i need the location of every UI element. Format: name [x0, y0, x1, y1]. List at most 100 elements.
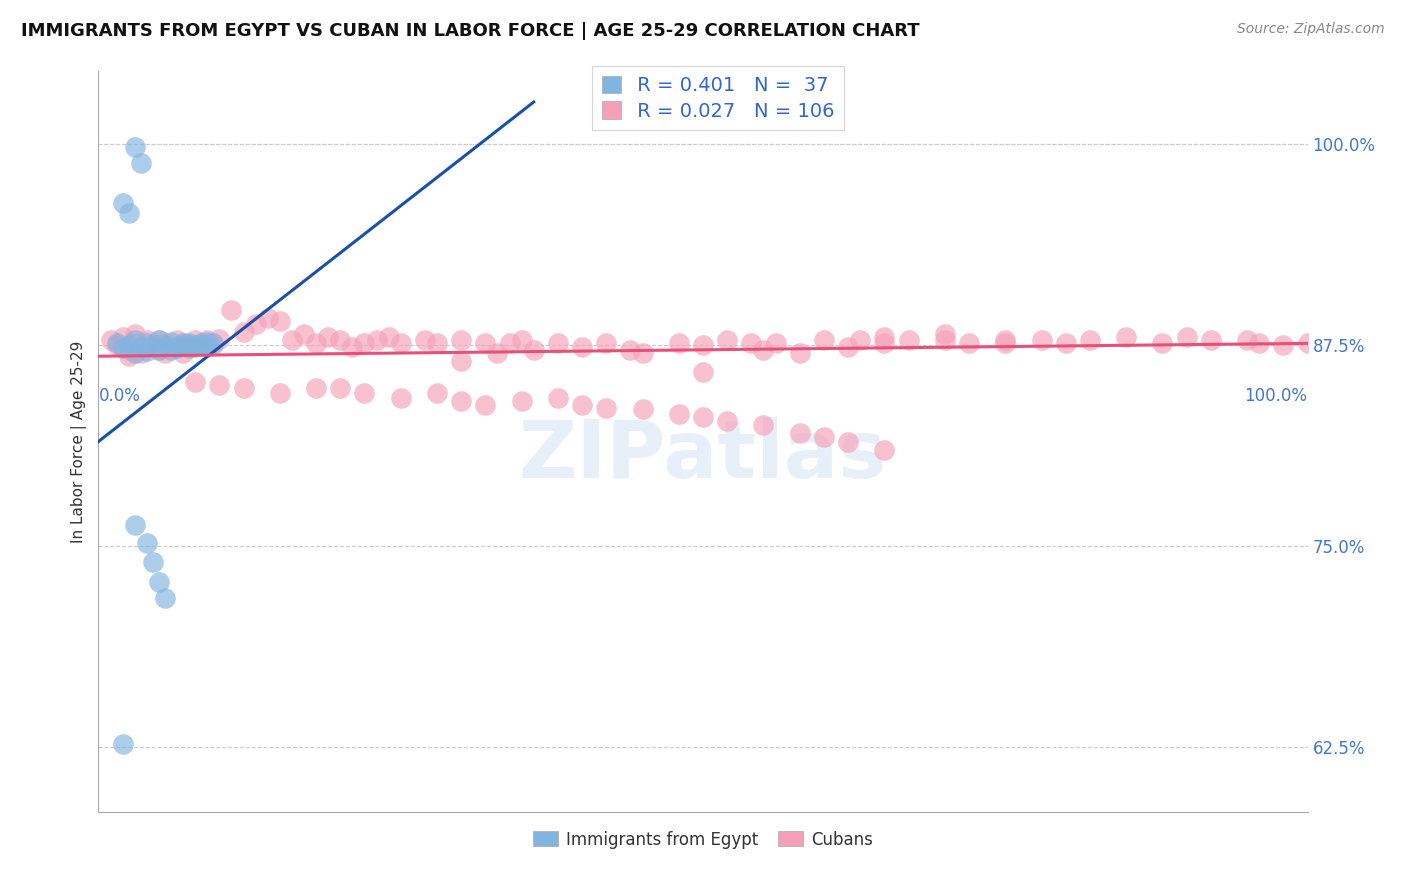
Point	[377, 330, 399, 344]
Point	[124, 518, 146, 533]
Point	[269, 386, 291, 401]
Point	[547, 391, 569, 405]
Point	[571, 340, 593, 354]
Point	[129, 346, 152, 360]
Point	[389, 391, 412, 405]
Point	[486, 346, 509, 360]
Point	[184, 338, 207, 352]
Point	[329, 333, 352, 347]
Text: IMMIGRANTS FROM EGYPT VS CUBAN IN LABOR FORCE | AGE 25-29 CORRELATION CHART: IMMIGRANTS FROM EGYPT VS CUBAN IN LABOR …	[21, 22, 920, 40]
Point	[135, 344, 157, 359]
Point	[1296, 336, 1319, 351]
Point	[595, 401, 617, 415]
Point	[179, 341, 201, 355]
Point	[105, 338, 128, 352]
Point	[740, 336, 762, 351]
Point	[166, 340, 188, 354]
Point	[129, 156, 152, 170]
Point	[221, 302, 243, 317]
Point	[208, 378, 231, 392]
Point	[1272, 338, 1295, 352]
Point	[292, 326, 315, 341]
Point	[631, 346, 654, 360]
Point	[789, 426, 811, 441]
Point	[342, 340, 364, 354]
Point	[118, 338, 141, 352]
Point	[813, 333, 835, 347]
Point	[994, 336, 1017, 351]
Point	[153, 346, 176, 360]
Point	[765, 336, 787, 351]
Point	[426, 386, 449, 401]
Point	[184, 340, 207, 354]
Point	[837, 340, 859, 354]
Point	[668, 336, 690, 351]
Point	[166, 341, 188, 355]
Point	[184, 333, 207, 347]
Point	[305, 381, 328, 395]
Point	[190, 336, 212, 351]
Point	[752, 418, 775, 433]
Point	[208, 332, 231, 346]
Point	[142, 555, 165, 569]
Point	[245, 317, 267, 331]
Point	[510, 333, 533, 347]
Point	[190, 336, 212, 351]
Point	[619, 343, 641, 357]
Y-axis label: In Labor Force | Age 25-29: In Labor Force | Age 25-29	[72, 341, 87, 542]
Point	[1152, 336, 1174, 351]
Point	[148, 333, 170, 347]
Point	[153, 338, 176, 352]
Text: ZIPatlas: ZIPatlas	[519, 417, 887, 495]
Point	[692, 338, 714, 352]
Point	[124, 336, 146, 351]
Text: Source: ZipAtlas.com: Source: ZipAtlas.com	[1237, 22, 1385, 37]
Point	[281, 333, 304, 347]
Point	[353, 386, 375, 401]
Point	[523, 343, 546, 357]
Point	[547, 336, 569, 351]
Point	[148, 343, 170, 357]
Point	[716, 414, 738, 428]
Point	[934, 333, 956, 347]
Point	[897, 333, 920, 347]
Point	[716, 333, 738, 347]
Point	[160, 334, 183, 349]
Point	[129, 340, 152, 354]
Point	[195, 334, 218, 349]
Point	[118, 349, 141, 363]
Point	[849, 333, 872, 347]
Point	[1031, 333, 1053, 347]
Point	[118, 206, 141, 220]
Point	[124, 346, 146, 360]
Point	[142, 338, 165, 352]
Point	[160, 338, 183, 352]
Point	[813, 430, 835, 444]
Point	[202, 338, 225, 352]
Point	[752, 343, 775, 357]
Point	[316, 330, 339, 344]
Point	[305, 336, 328, 351]
Point	[1115, 330, 1137, 344]
Point	[571, 398, 593, 412]
Point	[232, 381, 254, 395]
Point	[111, 330, 134, 344]
Point	[100, 333, 122, 347]
Point	[426, 336, 449, 351]
Point	[166, 333, 188, 347]
Point	[413, 333, 436, 347]
Point	[202, 336, 225, 351]
Point	[692, 410, 714, 425]
Point	[179, 336, 201, 351]
Point	[329, 381, 352, 395]
Point	[153, 591, 176, 605]
Point	[837, 434, 859, 449]
Point	[135, 340, 157, 354]
Point	[1236, 333, 1258, 347]
Point	[118, 343, 141, 357]
Point	[135, 336, 157, 351]
Point	[190, 338, 212, 352]
Point	[135, 333, 157, 347]
Point	[789, 346, 811, 360]
Point	[994, 333, 1017, 347]
